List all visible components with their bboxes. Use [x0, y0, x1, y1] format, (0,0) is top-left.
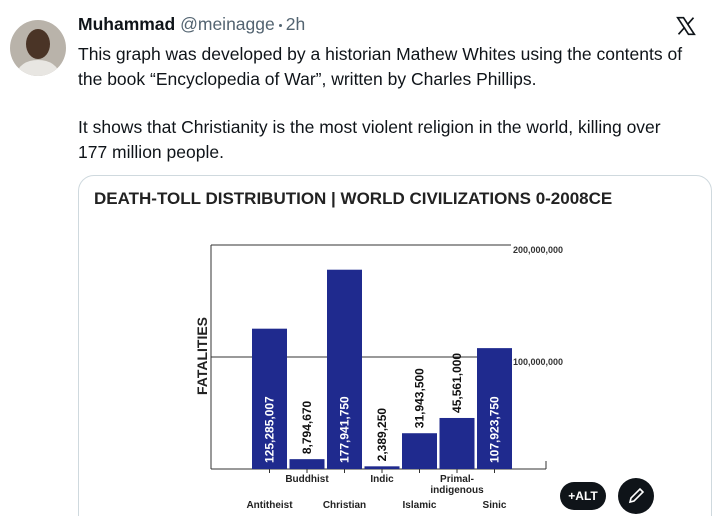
tweet-text-line: It shows that Christianity is the most v…	[78, 117, 661, 137]
avatar[interactable]	[10, 20, 66, 76]
x-tick-label: Primal-indigenous	[430, 474, 484, 496]
author-name[interactable]: Muhammad	[78, 14, 176, 34]
value-label: 2,389,250	[375, 408, 389, 462]
value-label: 8,794,670	[300, 400, 314, 454]
bar	[439, 417, 475, 469]
chart: DEATH-TOLL DISTRIBUTION | WORLD CIVILIZA…	[94, 189, 612, 473]
x-tick-label: Buddhist	[285, 474, 329, 485]
bar	[402, 433, 437, 469]
chart-title: DEATH-TOLL DISTRIBUTION | WORLD CIVILIZA…	[94, 189, 612, 208]
tweet-text-line: the book “Encyclopedia of War”, written …	[78, 69, 537, 89]
x-tick-label: Indic	[370, 474, 394, 485]
value-label: 177,941,750	[338, 396, 352, 463]
x-tick-label: Islamic	[402, 500, 437, 511]
separator-dot	[278, 23, 282, 27]
alt-button[interactable]: +ALT	[560, 482, 606, 510]
x-logo[interactable]	[676, 16, 696, 36]
bar	[252, 328, 287, 469]
tweet-text-line: 177 million people.	[78, 142, 224, 162]
tweet-time[interactable]: 2h	[285, 14, 306, 34]
y-tick-label: 100,000,000	[513, 357, 563, 367]
bar	[477, 348, 512, 469]
bar	[364, 466, 400, 469]
x-tick-label: Antitheist	[246, 500, 293, 511]
value-label: 107,923,750	[488, 396, 502, 463]
author-handle[interactable]: @meinagge	[180, 14, 275, 34]
bar	[289, 459, 325, 469]
value-label: 45,561,000	[450, 353, 464, 413]
y-axis-label: FATALITIES	[194, 317, 210, 395]
bar	[327, 269, 362, 469]
x-tick-label: Christian	[322, 500, 367, 511]
y-tick-label: 200,000,000	[513, 245, 563, 255]
media-card[interactable]: DEATH-TOLL DISTRIBUTION | WORLD CIVILIZA…	[78, 175, 712, 516]
edit-button[interactable]	[618, 478, 654, 514]
tweet-header: Muhammad @meinagge 2h	[78, 14, 305, 35]
x-tick-label: Sinic	[482, 500, 507, 511]
value-label: 125,285,007	[263, 396, 277, 463]
tweet-text-line: This graph was developed by a historian …	[78, 44, 683, 64]
value-label: 31,943,500	[413, 368, 427, 428]
